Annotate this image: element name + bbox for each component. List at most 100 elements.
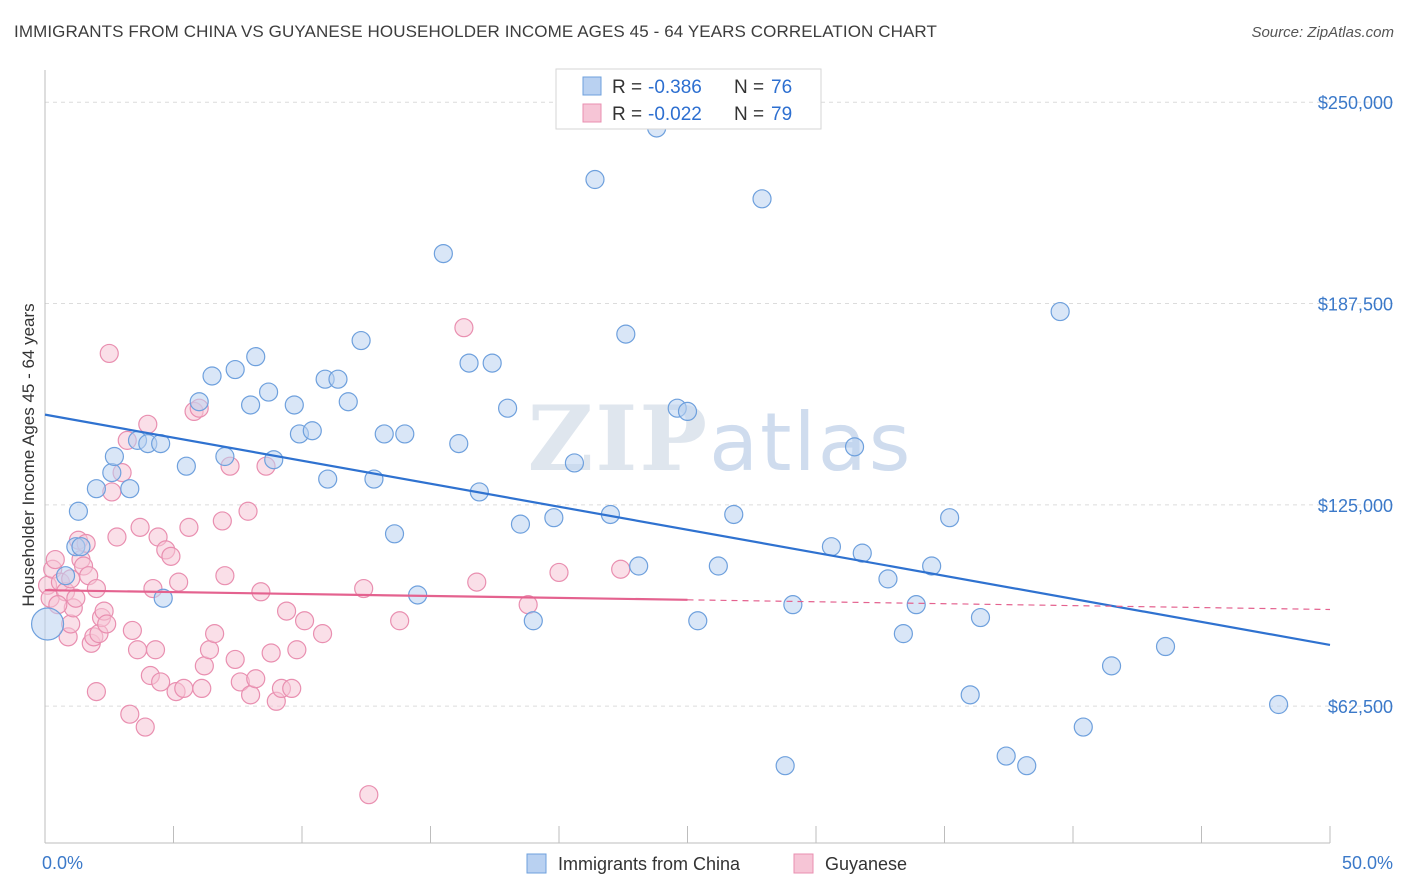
guyanese-point — [549, 562, 569, 583]
china-point — [1155, 636, 1176, 657]
guyanese-point — [454, 318, 474, 338]
guyanese-point — [241, 685, 261, 705]
china-point — [564, 453, 585, 473]
china-point — [1268, 694, 1289, 715]
china-point — [395, 424, 415, 444]
guyanese-point — [138, 414, 158, 434]
china-point — [86, 479, 107, 499]
china-point — [482, 353, 502, 373]
china-point — [449, 434, 469, 454]
china-point — [459, 353, 479, 373]
china-point — [940, 508, 960, 528]
china-point — [246, 347, 266, 367]
guyanese-point — [127, 640, 148, 660]
chart-title: IMMIGRANTS FROM CHINA VS GUYANESE HOUSEH… — [14, 22, 937, 41]
china-point — [616, 324, 636, 344]
china-point — [724, 504, 744, 525]
legend-r-value-guyanese: -0.022 — [648, 104, 702, 125]
china-point — [906, 595, 926, 615]
guyanese-point — [151, 672, 171, 692]
legend-r-label-guyanese: R = — [612, 104, 642, 125]
guyanese-point — [107, 527, 127, 547]
china-point — [318, 469, 338, 489]
y-tick-label-2: $187,500 — [1318, 295, 1393, 315]
china-point — [688, 611, 708, 631]
legend-swatch-china — [582, 76, 602, 96]
series-immigrants-from-china — [30, 118, 1289, 776]
guyanese-point — [294, 611, 315, 631]
china-point — [384, 524, 405, 544]
guyanese-point — [86, 682, 107, 702]
china-point — [258, 382, 279, 402]
bottom-legend-swatch-guyanese — [793, 853, 814, 874]
guyanese-point — [45, 549, 65, 570]
guyanese-point — [276, 601, 297, 621]
china-point — [783, 595, 803, 615]
china-point — [498, 398, 518, 418]
china-point — [1073, 717, 1093, 737]
x-tick-labels: 0.0% 50.0% — [42, 853, 1393, 873]
china-point — [338, 392, 358, 412]
china-point — [677, 401, 698, 422]
china-point — [970, 607, 991, 628]
guyanese-point — [86, 578, 107, 599]
china-point — [302, 421, 322, 441]
china-point — [960, 685, 980, 705]
china-point — [374, 424, 394, 444]
china-point — [189, 392, 209, 412]
legend-n-value-guyanese: 79 — [771, 104, 792, 125]
china-point — [544, 508, 564, 528]
bottom-legend-label-guyanese: Guyanese — [825, 854, 907, 874]
axes — [44, 70, 1331, 844]
legend-n-label-guyanese: N = — [734, 104, 764, 125]
china-point — [284, 395, 304, 415]
china-point — [68, 501, 89, 521]
legend-n-label-china: N = — [734, 77, 764, 98]
china-point — [102, 463, 122, 483]
china-point — [996, 746, 1016, 766]
legend-n-value-china: 76 — [771, 77, 792, 98]
y-tick-label-0: $62,500 — [1328, 697, 1393, 717]
china-point — [878, 569, 898, 589]
guyanese-point — [238, 501, 258, 521]
guyanese-point — [102, 482, 122, 502]
guyanese-point — [611, 559, 631, 579]
guyanese-point — [390, 611, 410, 631]
china-point — [844, 437, 865, 457]
guyanese-point — [287, 640, 307, 660]
china-point — [893, 624, 913, 644]
china-point — [71, 537, 91, 557]
guyanese-point — [66, 588, 86, 608]
china-point — [202, 366, 222, 386]
trend-line-1 — [44, 589, 688, 601]
guyanese-point — [174, 678, 194, 699]
china-point — [225, 359, 245, 380]
guyanese-point — [215, 566, 235, 586]
guyanese-point — [212, 511, 232, 531]
series-legend: Immigrants from China Guyanese — [526, 853, 907, 874]
china-point — [120, 479, 140, 499]
guyanese-point — [97, 614, 117, 634]
china-point — [775, 756, 795, 776]
chart-source: Source: ZipAtlas.com — [1251, 24, 1394, 41]
trend-line-0 — [44, 413, 1331, 647]
stats-legend: R = -0.386 N = 76 R = -0.022 N = 79 — [555, 68, 822, 130]
guyanese-point — [205, 624, 225, 644]
guyanese-point — [120, 704, 140, 724]
china-point — [1101, 656, 1122, 676]
china-point — [176, 456, 196, 476]
china-point — [328, 369, 348, 389]
china-point — [821, 537, 842, 557]
y-axis-label: Householder Income Ages 45 - 64 years — [19, 303, 38, 606]
guyanese-point — [61, 614, 81, 634]
guyanese-point — [192, 678, 212, 699]
trend-line-dashed-1 — [687, 599, 1331, 611]
guyanese-point — [130, 517, 150, 537]
china-point — [922, 556, 942, 576]
china-point — [215, 446, 235, 467]
china-point — [752, 189, 772, 209]
y-tick-label-3: $250,000 — [1318, 93, 1393, 113]
guyanese-point — [225, 649, 245, 670]
china-point — [30, 607, 65, 641]
china-point — [629, 556, 649, 576]
